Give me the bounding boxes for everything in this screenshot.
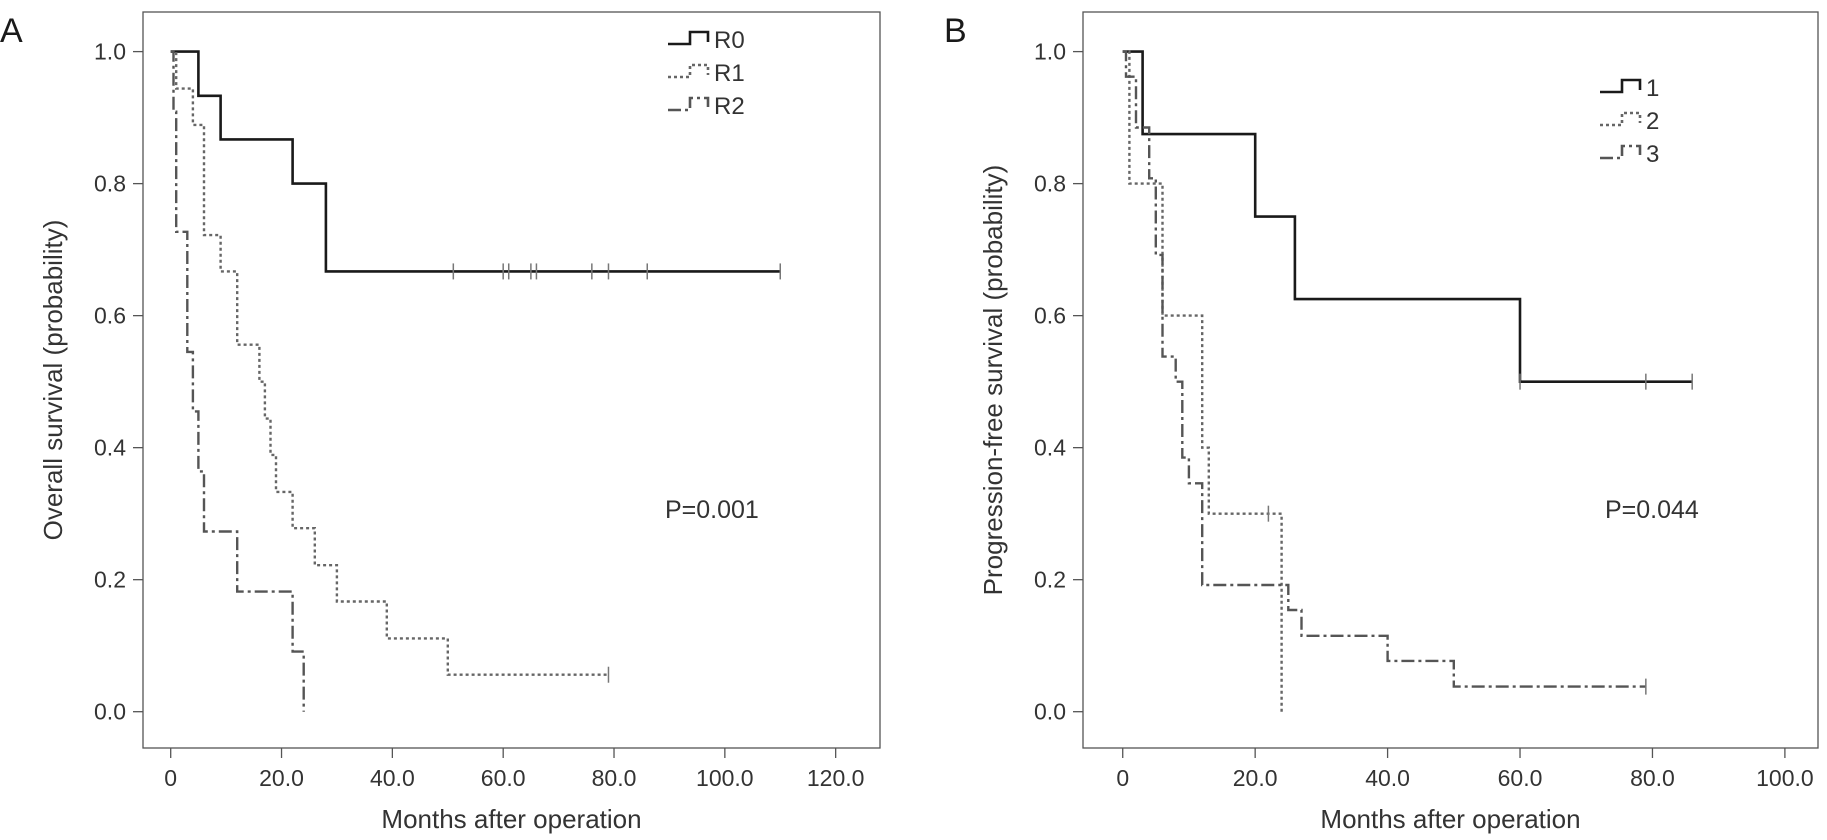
x-tick-label: 20.0 [1233, 765, 1278, 791]
x-tick-label: 60.0 [1498, 765, 1543, 791]
legend-label-1: 1 [1646, 75, 1659, 102]
y-tick-label: 0.6 [1034, 303, 1066, 329]
series-line-r0 [170, 50, 781, 273]
x-tick-label: 20.0 [259, 765, 304, 791]
legend-swatch-r1 [668, 63, 710, 79]
chart-panel-a: A 0.0 0.2 0.4 0.6 0.8 1.0 0 20.0 40.0 60.0 80.0 100.… [0, 11, 881, 834]
p-value-annotation: P=0.001 [665, 496, 759, 524]
legend-label-2: 2 [1646, 108, 1659, 135]
y-tick-label: 0.4 [94, 435, 126, 461]
legend-label-r0: R0 [714, 27, 745, 54]
x-tick-label: 100.0 [1756, 765, 1814, 791]
legend-swatch-r0 [668, 30, 710, 46]
plot-frame [1082, 11, 1819, 749]
plot-frame [142, 11, 881, 749]
x-tick-label: 0 [164, 765, 177, 791]
x-tick-label: 80.0 [1630, 765, 1675, 791]
x-tick-label: 100.0 [696, 765, 754, 791]
x-axis-title: Months after operation [381, 804, 641, 834]
y-tick-label: 1.0 [94, 39, 126, 65]
legend-swatch-r2 [668, 96, 710, 112]
legend-swatch-2 [1600, 111, 1642, 127]
y-tick-label: 0.6 [94, 303, 126, 329]
series-line-1 [1122, 50, 1693, 383]
panel-letter: B [944, 12, 967, 50]
series-line-2 [1122, 50, 1283, 712]
x-tick-label: 40.0 [370, 765, 415, 791]
y-axis-title: Progression-free survival (probability) [978, 165, 1008, 596]
panel-letter: A [0, 12, 23, 50]
chart-panel-b: B 0.0 0.2 0.4 0.6 0.8 1.0 0 20.0 40.0 60.0 80.0 100.… [944, 11, 1819, 834]
y-tick-label: 0.2 [94, 567, 126, 593]
x-tick-label: 40.0 [1365, 765, 1410, 791]
y-tick-label: 0.0 [1034, 699, 1066, 725]
legend-label-3: 3 [1646, 141, 1659, 168]
legend-swatch-1 [1600, 78, 1642, 94]
series-line-r1 [170, 50, 609, 676]
y-tick-label: 0.8 [94, 171, 126, 197]
p-value-annotation: P=0.044 [1605, 496, 1699, 524]
y-tick-label: 0.8 [1034, 171, 1066, 197]
legend-label-r2: R2 [714, 93, 745, 120]
x-axis-title: Months after operation [1320, 804, 1580, 834]
y-tick-label: 1.0 [1034, 39, 1066, 65]
legend-swatch-3 [1600, 144, 1642, 160]
x-tick-label: 0 [1116, 765, 1129, 791]
x-tick-label: 80.0 [592, 765, 637, 791]
y-tick-label: 0.2 [1034, 567, 1066, 593]
y-tick-label: 0.4 [1034, 435, 1066, 461]
x-tick-label: 120.0 [807, 765, 865, 791]
x-tick-label: 60.0 [481, 765, 526, 791]
series-line-r2 [170, 50, 305, 712]
y-tick-label: 0.0 [94, 699, 126, 725]
series-line-3 [1122, 50, 1646, 688]
legend-label-r1: R1 [714, 60, 745, 87]
y-axis-title: Overall survival (probability) [38, 220, 68, 541]
